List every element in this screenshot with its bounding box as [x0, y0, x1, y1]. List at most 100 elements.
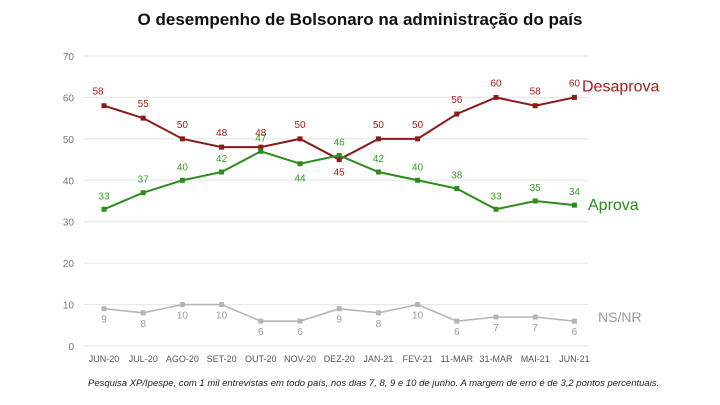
data-label: 46 [334, 137, 346, 148]
y-tick-label: 0 [68, 342, 74, 353]
data-point [141, 310, 146, 315]
data-label: 34 [569, 187, 581, 198]
x-tick-label: JUN-21 [559, 354, 590, 364]
data-point [337, 306, 342, 311]
data-label: 33 [98, 191, 110, 202]
data-label: 10 [216, 311, 228, 322]
data-label: 47 [255, 133, 267, 144]
data-point [141, 116, 146, 121]
x-tick-label: JUN-20 [89, 354, 120, 364]
data-label: 6 [454, 327, 460, 338]
data-point [533, 199, 538, 204]
data-point [219, 302, 224, 307]
data-point [494, 95, 499, 100]
x-tick-label: MAI-21 [521, 354, 550, 364]
data-label: 35 [530, 183, 542, 194]
x-axis: JUN-20 JUL-20 AGO-20 SET-20 OUT-20 NOV-20 DEZ-… [89, 354, 590, 364]
series-name-label: Aprova [588, 197, 639, 214]
data-point [415, 302, 420, 307]
data-label: 56 [451, 95, 463, 106]
data-point [180, 136, 185, 141]
y-tick-label: 10 [63, 301, 75, 312]
data-label: 9 [336, 315, 342, 326]
data-point [415, 136, 420, 141]
x-tick-label: OUT-20 [245, 354, 277, 364]
data-label: 38 [451, 171, 463, 182]
x-tick-label: NOV-20 [284, 354, 316, 364]
data-label: 48 [216, 128, 228, 139]
y-tick-label: 30 [63, 218, 75, 229]
data-point [376, 310, 381, 315]
data-label: 45 [334, 168, 346, 179]
gridlines [84, 56, 588, 346]
data-point [219, 170, 224, 175]
data-label: 60 [569, 78, 581, 89]
data-label: 9 [101, 315, 107, 326]
data-point [533, 103, 538, 108]
data-point [298, 161, 303, 166]
data-point [298, 136, 303, 141]
data-point [572, 203, 577, 208]
data-point [141, 190, 146, 195]
data-label: 50 [412, 120, 424, 131]
x-tick-label: 11-MAR [441, 354, 474, 364]
data-label: 10 [412, 311, 424, 322]
y-tick-label: 50 [63, 135, 75, 146]
data-label: 60 [490, 78, 502, 89]
data-point [298, 319, 303, 324]
series-lines [102, 95, 577, 324]
series-name-label: NS/NR [598, 309, 642, 325]
y-tick-label: 20 [63, 259, 75, 270]
data-label: 50 [177, 120, 189, 131]
data-label: 6 [297, 327, 303, 338]
data-point [102, 306, 107, 311]
data-point [180, 178, 185, 183]
data-label: 7 [493, 323, 499, 334]
y-tick-label: 40 [63, 176, 75, 187]
data-label: 6 [572, 327, 578, 338]
data-point [494, 315, 499, 320]
data-label: 40 [177, 162, 189, 173]
data-label: 55 [138, 99, 150, 110]
data-point [376, 136, 381, 141]
data-point [102, 207, 107, 212]
data-point [376, 170, 381, 175]
x-tick-label: AGO-20 [166, 354, 199, 364]
data-point [258, 319, 263, 324]
data-label: 37 [138, 175, 150, 186]
data-labels: 58 55 50 48 48 50 45 50 50 56 60 58 60 33 37 40 42 47 44 46… [92, 78, 580, 338]
data-label: 40 [412, 162, 424, 173]
data-point [337, 153, 342, 158]
series-name-label: Desaprova [582, 78, 659, 95]
line-chart: 010203040506070 JUN-20 JUL-20 AGO-20 SET-20… [0, 0, 720, 405]
x-tick-label: JAN-21 [363, 354, 393, 364]
x-tick-label: SET-20 [207, 354, 237, 364]
data-point [219, 145, 224, 150]
data-label: 8 [376, 319, 382, 330]
data-point [533, 315, 538, 320]
data-label: 58 [530, 87, 542, 98]
data-label: 44 [294, 174, 306, 185]
data-label: 6 [258, 327, 264, 338]
data-point [415, 178, 420, 183]
data-point [454, 112, 459, 117]
x-tick-label: 31-MAR [479, 354, 513, 364]
data-label: 58 [92, 87, 104, 98]
series-line-desaprova [104, 97, 574, 159]
footnote: Pesquisa XP/Ipespe, com 1 mil entrevista… [88, 378, 659, 389]
data-point [454, 186, 459, 191]
y-tick-label: 70 [63, 52, 75, 63]
data-label: 50 [373, 120, 385, 131]
y-tick-label: 60 [63, 93, 75, 104]
x-tick-label: FEV-21 [403, 354, 433, 364]
data-point [572, 319, 577, 324]
data-label: 42 [373, 154, 385, 165]
x-tick-label: DEZ-20 [324, 354, 355, 364]
data-point [494, 207, 499, 212]
series-names: Desaprova Aprova NS/NR [582, 78, 659, 325]
data-point [102, 103, 107, 108]
data-label: 50 [294, 120, 306, 131]
data-label: 42 [216, 154, 228, 165]
data-point [572, 95, 577, 100]
data-point [258, 149, 263, 154]
